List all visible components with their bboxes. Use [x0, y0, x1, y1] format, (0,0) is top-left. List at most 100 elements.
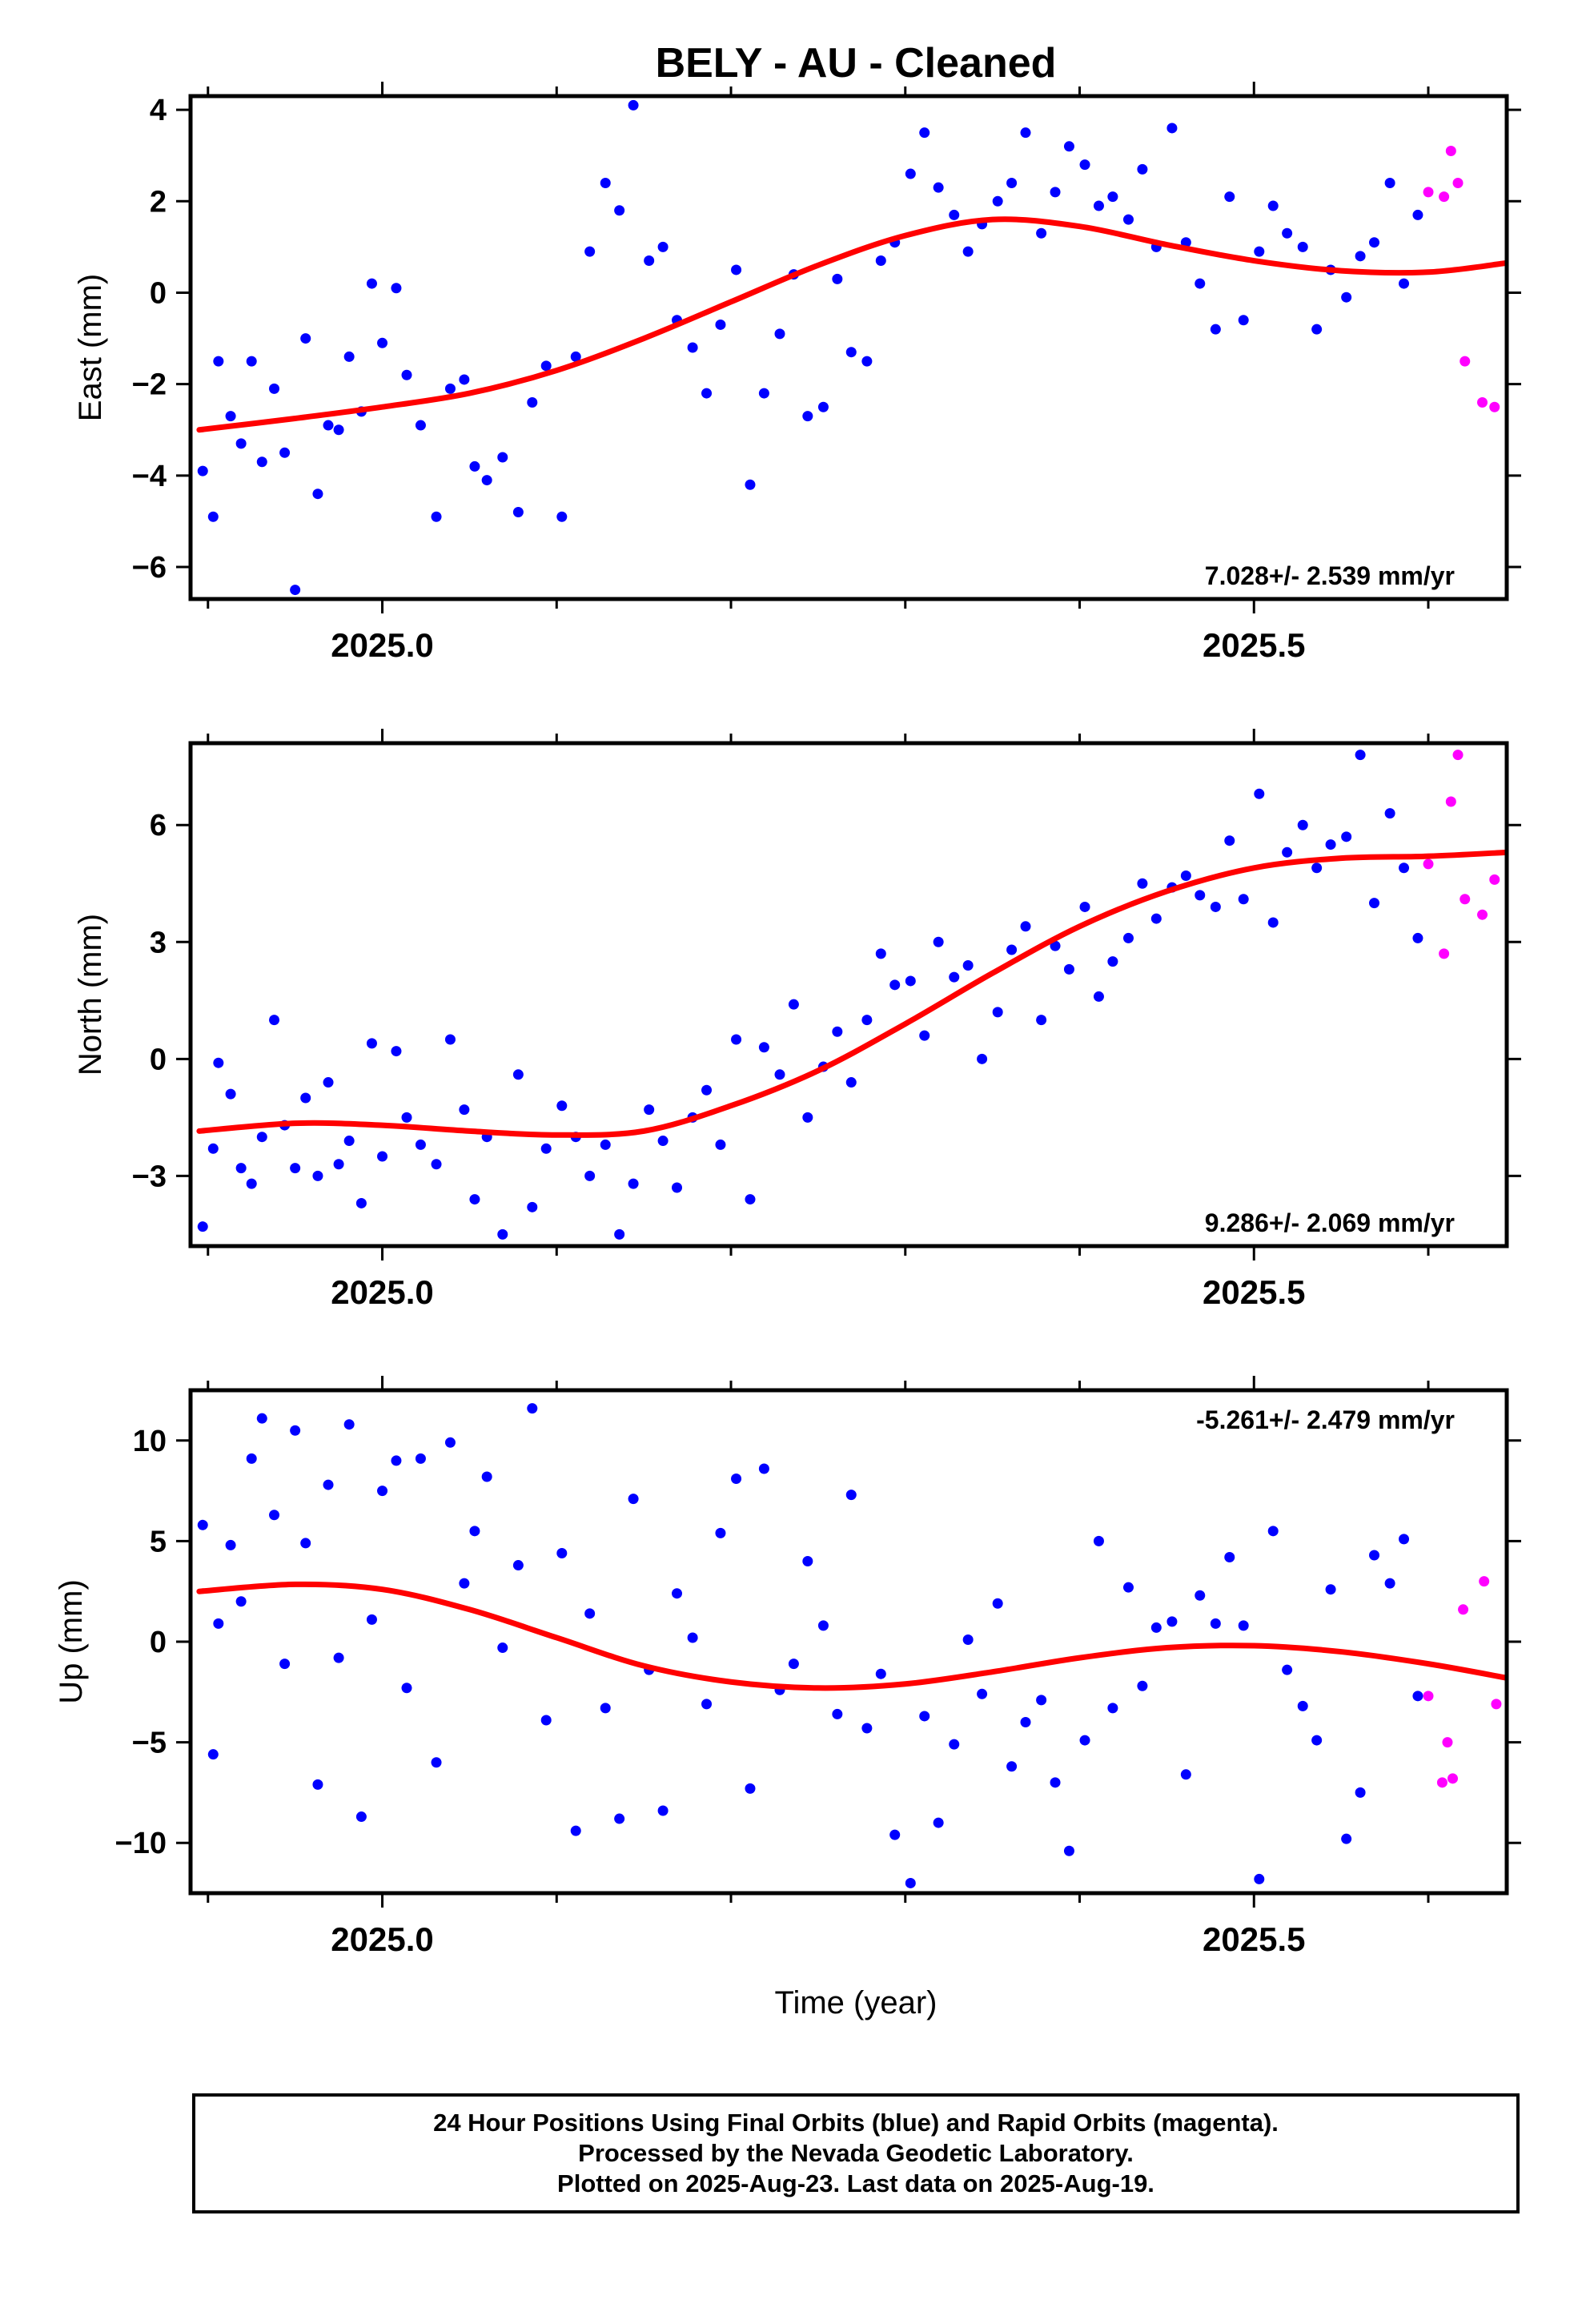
east-final-orbits-point	[905, 168, 916, 179]
east-final-orbits-point	[628, 99, 639, 111]
up-final-orbits-point	[1122, 1582, 1134, 1593]
up-final-orbits-point	[290, 1425, 301, 1436]
north-final-orbits-point	[614, 1228, 625, 1240]
up-final-orbits-point	[540, 1715, 552, 1726]
north-final-orbits-point	[1180, 870, 1191, 882]
east-final-orbits-point	[323, 420, 334, 431]
east-final-orbits-point	[391, 283, 402, 294]
north-final-orbits-point	[1006, 944, 1018, 955]
north-final-orbits-point	[875, 948, 886, 959]
up-xtick-label: 2025.5	[1203, 1920, 1305, 1958]
east-rapid-orbits-point	[1423, 187, 1434, 198]
north-final-orbits-point	[512, 1069, 524, 1080]
up-final-orbits-point	[832, 1708, 843, 1719]
up-final-orbits-point	[333, 1652, 344, 1663]
east-final-orbits-point	[1282, 227, 1293, 239]
east-final-orbits-point	[1210, 324, 1221, 335]
up-final-orbits-point	[1325, 1584, 1336, 1595]
east-final-orbits-point	[235, 438, 247, 449]
east-final-orbits-point	[213, 356, 224, 367]
up-final-orbits-point	[323, 1479, 334, 1490]
east-final-orbits-point	[657, 241, 669, 252]
east-final-orbits-point	[731, 264, 742, 275]
north-final-orbits-point	[1063, 963, 1074, 975]
up-final-orbits-point	[207, 1749, 219, 1760]
up-final-orbits-point	[269, 1510, 280, 1521]
east-final-orbits-point	[512, 507, 524, 518]
up-final-orbits-point	[657, 1805, 669, 1816]
up-plot-area	[196, 1403, 1507, 1888]
up-final-orbits-point	[1195, 1590, 1206, 1601]
north-final-orbits-point	[469, 1194, 480, 1205]
north-final-orbits-point	[256, 1132, 267, 1143]
up-ytick-label: 5	[150, 1525, 167, 1558]
north-final-orbits-point	[628, 1178, 639, 1189]
up-final-orbits-point	[1311, 1735, 1323, 1746]
east-final-orbits-point	[1195, 278, 1206, 289]
east-final-orbits-point	[444, 383, 456, 394]
east-final-orbits-point	[845, 347, 857, 358]
up-final-orbits-point	[1093, 1535, 1104, 1546]
north-final-orbits-point	[431, 1159, 442, 1170]
north-final-orbits-point	[366, 1038, 377, 1049]
north-final-orbits-point	[1384, 808, 1395, 819]
up-final-orbits-point	[401, 1683, 412, 1694]
north-final-orbits-point	[1355, 750, 1366, 761]
up-frame	[188, 1388, 1509, 1896]
up-final-orbits-point	[628, 1494, 639, 1505]
east-panel: 2025.0 2025.5 4 2 0 −2 −4 −6 East (mm) 7.028+/- 2…	[73, 82, 1521, 664]
north-final-orbits-point	[1079, 901, 1090, 912]
up-final-orbits-point	[256, 1413, 267, 1424]
north-final-orbits-point	[300, 1092, 311, 1104]
east-frame	[188, 94, 1509, 601]
north-final-orbits-point	[1107, 956, 1118, 967]
north-final-orbits-point	[1150, 913, 1162, 924]
east-plot-area	[196, 99, 1507, 596]
east-final-orbits-point	[1006, 177, 1018, 188]
up-final-orbits-point	[1297, 1700, 1308, 1711]
east-rate-label: 7.028+/- 2.539 mm/yr	[1205, 561, 1455, 590]
north-final-orbits-point	[225, 1088, 236, 1100]
north-final-orbits-point	[977, 1053, 988, 1064]
up-final-orbits-point	[1254, 1873, 1265, 1884]
up-final-orbits-point	[919, 1711, 930, 1722]
north-final-orbits-point	[540, 1143, 552, 1154]
north-final-orbits-point	[1093, 991, 1104, 1002]
north-final-orbits-point	[774, 1069, 785, 1080]
north-final-orbits-point	[731, 1034, 742, 1045]
north-final-orbits-point	[377, 1151, 388, 1162]
up-final-orbits-point	[701, 1699, 713, 1710]
east-final-orbits-point	[1297, 241, 1308, 252]
footer-line-1: 24 Hour Positions Using Final Orbits (bl…	[433, 2109, 1279, 2137]
east-final-orbits-point	[1311, 324, 1323, 335]
north-final-orbits-point	[832, 1026, 843, 1037]
north-final-orbits-point	[1137, 878, 1148, 889]
north-xtick-label: 2025.5	[1203, 1273, 1305, 1311]
up-model-curve	[196, 1581, 1507, 1691]
north-final-orbits-point	[333, 1159, 344, 1170]
chart-title: BELY - AU - Cleaned	[656, 40, 1057, 86]
east-ytick-label: −4	[132, 460, 167, 493]
north-final-orbits-point	[235, 1163, 247, 1174]
east-final-orbits-point	[1020, 127, 1031, 139]
north-final-orbits-point	[1210, 901, 1221, 912]
east-final-orbits-point	[269, 383, 280, 394]
north-final-orbits-point	[962, 959, 974, 971]
north-panel: 2025.0 2025.5 6 3 0 −3 North (mm) 9.286+/- 2.06…	[73, 729, 1521, 1311]
north-final-orbits-point	[444, 1034, 456, 1045]
up-ytick-label: −5	[132, 1727, 167, 1760]
east-final-orbits-point	[1254, 246, 1265, 257]
north-final-orbits-point	[1399, 862, 1410, 874]
up-final-orbits-point	[1036, 1695, 1047, 1706]
up-final-orbits-point	[817, 1620, 829, 1631]
up-final-orbits-point	[1238, 1620, 1249, 1631]
up-ytick-label: −10	[115, 1827, 167, 1860]
north-final-orbits-point	[992, 1007, 1003, 1018]
footer-line-2: Processed by the Nevada Geodetic Laborat…	[578, 2139, 1134, 2167]
north-ytick-label: −3	[132, 1160, 167, 1193]
up-final-orbits-point	[431, 1757, 442, 1768]
up-final-orbits-point	[1412, 1691, 1423, 1702]
up-final-orbits-point	[1399, 1534, 1410, 1545]
east-final-orbits-point	[715, 319, 726, 330]
north-final-orbits-point	[1341, 831, 1352, 842]
